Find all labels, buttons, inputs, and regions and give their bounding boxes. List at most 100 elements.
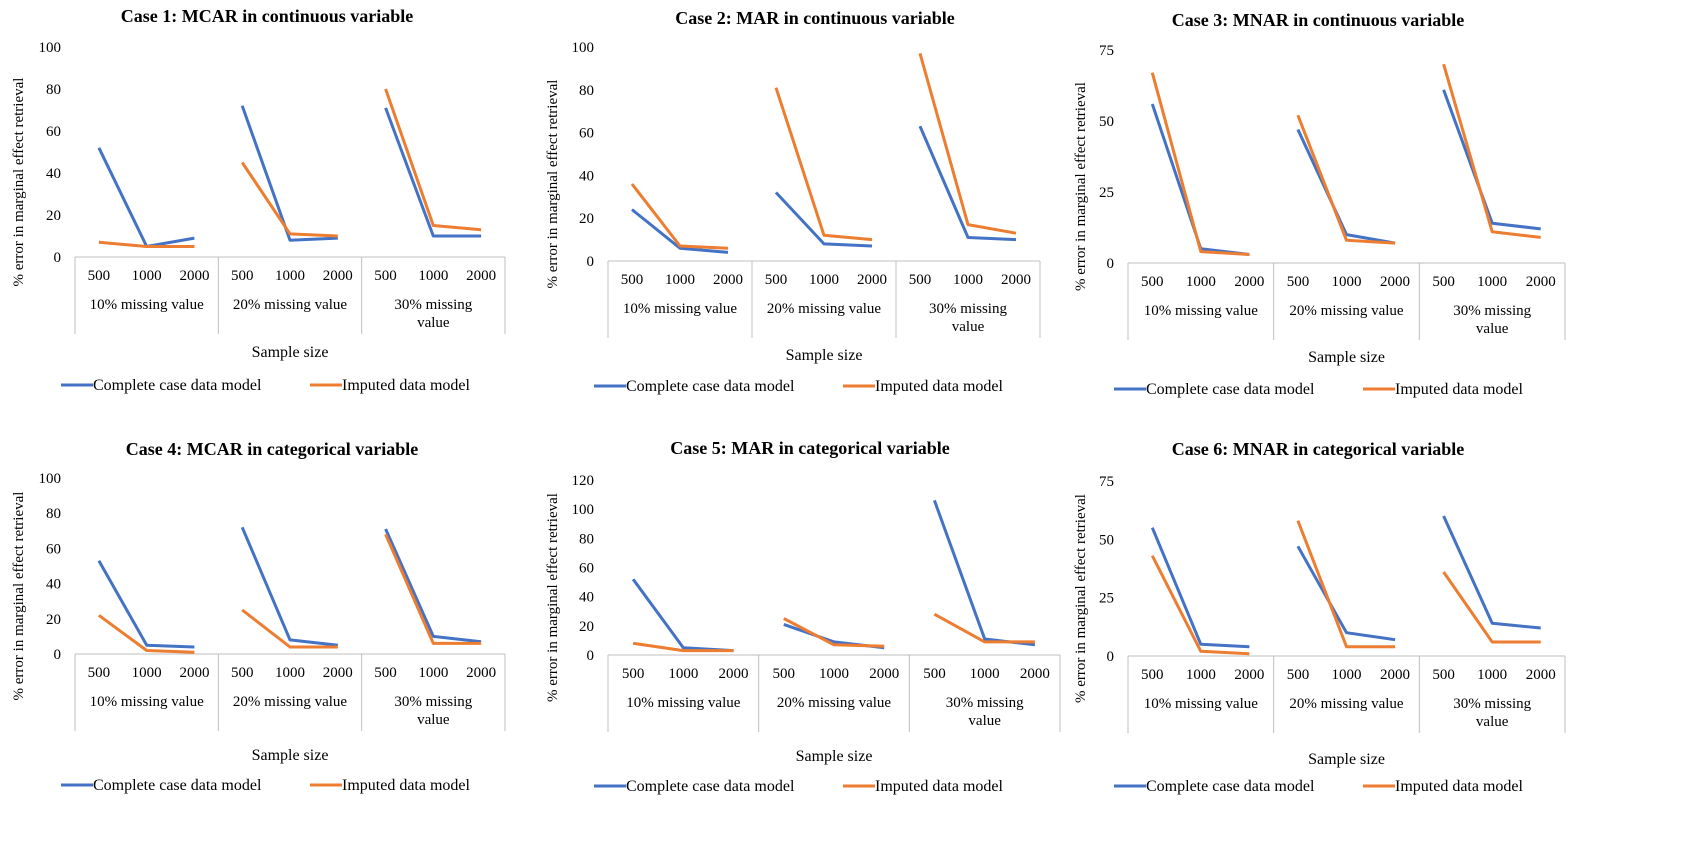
legend-label-imputed: Imputed data model bbox=[342, 777, 471, 794]
chart-title: Case 6: MNAR in categorical variable bbox=[1172, 439, 1464, 459]
x-tick-label: 1000 bbox=[809, 272, 839, 288]
group-label: 10% missing value bbox=[90, 297, 204, 313]
legend-label-complete: Complete case data model bbox=[93, 377, 262, 394]
x-tick-label: 1000 bbox=[418, 268, 448, 284]
y-tick-label: 50 bbox=[1099, 114, 1114, 130]
y-tick-label: 60 bbox=[579, 561, 594, 577]
series-line-imputed bbox=[384, 88, 482, 232]
group-label: 10% missing value bbox=[1144, 303, 1258, 319]
chart-panel-5: Case 5: MAR in categorical variable % err… bbox=[545, 438, 1061, 795]
y-tick-label: 75 bbox=[1099, 474, 1114, 490]
group-label: 20% missing value bbox=[777, 695, 891, 711]
x-axis-title: Sample size bbox=[1308, 751, 1385, 768]
group-label: value bbox=[968, 713, 1001, 729]
legend-label-complete: Complete case data model bbox=[1146, 381, 1315, 398]
x-tick-label: 2000 bbox=[1526, 667, 1556, 683]
y-tick-label: 25 bbox=[1099, 591, 1114, 607]
y-tick-label: 40 bbox=[579, 168, 594, 184]
legend-label-complete: Complete case data model bbox=[626, 378, 795, 395]
x-tick-label: 1000 bbox=[953, 272, 983, 288]
group-label: 20% missing value bbox=[233, 297, 347, 313]
series-line-complete bbox=[240, 105, 338, 242]
x-tick-label: 500 bbox=[88, 665, 111, 681]
x-axis-title: Sample size bbox=[796, 748, 873, 765]
legend-label-imputed: Imputed data model bbox=[342, 377, 471, 394]
chart-panel-2: Case 2: MAR in continuous variable % erro… bbox=[545, 8, 1041, 395]
x-tick-label: 1000 bbox=[1186, 667, 1216, 683]
group-label: 20% missing value bbox=[1289, 303, 1403, 319]
x-tick-label: 2000 bbox=[713, 272, 743, 288]
x-tick-label: 2000 bbox=[869, 666, 899, 682]
y-tick-label: 50 bbox=[1099, 532, 1114, 548]
y-tick-label: 100 bbox=[39, 471, 62, 487]
series-line-imputed bbox=[384, 533, 482, 645]
y-tick-label: 120 bbox=[572, 473, 595, 489]
y-tick-label: 100 bbox=[572, 40, 595, 56]
chart-panel-6: Case 6: MNAR in categorical variable % er… bbox=[1073, 439, 1566, 795]
group-label: value bbox=[1476, 714, 1509, 730]
x-tick-label: 1000 bbox=[132, 665, 162, 681]
x-tick-label: 500 bbox=[1432, 667, 1455, 683]
x-tick-label: 500 bbox=[374, 665, 397, 681]
legend-label-imputed: Imputed data model bbox=[875, 778, 1004, 795]
x-tick-label: 2000 bbox=[323, 665, 353, 681]
x-tick-label: 2000 bbox=[719, 666, 749, 682]
y-tick-label: 20 bbox=[579, 211, 594, 227]
x-tick-label: 500 bbox=[923, 666, 946, 682]
x-tick-label: 2000 bbox=[1020, 666, 1050, 682]
series-line-complete bbox=[1296, 128, 1396, 245]
y-axis-label: % error in marginal effect retrieval bbox=[1073, 494, 1089, 703]
x-tick-label: 1000 bbox=[418, 665, 448, 681]
x-tick-label: 500 bbox=[1141, 274, 1164, 290]
y-tick-label: 40 bbox=[46, 577, 61, 593]
x-axis-title: Sample size bbox=[1308, 349, 1385, 366]
y-tick-label: 0 bbox=[587, 254, 595, 270]
group-label: 10% missing value bbox=[626, 695, 740, 711]
chart-panel-3: Case 3: MNAR in continuous variable % err… bbox=[1073, 10, 1566, 398]
x-tick-label: 2000 bbox=[1234, 274, 1264, 290]
x-axis-title: Sample size bbox=[786, 347, 863, 364]
chart-title: Case 2: MAR in continuous variable bbox=[675, 8, 955, 28]
series-line-complete bbox=[240, 526, 338, 647]
group-label: 20% missing value bbox=[233, 694, 347, 710]
y-tick-label: 25 bbox=[1099, 185, 1114, 201]
x-tick-label: 2000 bbox=[1526, 274, 1556, 290]
x-tick-label: 500 bbox=[909, 272, 932, 288]
chart-panel-1: Case 1: MCAR in continuous variable % err… bbox=[11, 6, 506, 394]
x-tick-label: 500 bbox=[622, 666, 645, 682]
x-tick-label: 2000 bbox=[179, 268, 209, 284]
y-tick-label: 20 bbox=[46, 612, 61, 628]
y-tick-label: 75 bbox=[1099, 43, 1114, 59]
series-line-complete bbox=[1442, 515, 1541, 630]
y-axis-label: % error in marginal effect retrieval bbox=[11, 78, 27, 287]
y-tick-label: 20 bbox=[579, 619, 594, 635]
x-tick-label: 1000 bbox=[1477, 274, 1507, 290]
y-tick-label: 60 bbox=[579, 126, 594, 142]
x-tick-label: 500 bbox=[1287, 274, 1310, 290]
x-axis-title: Sample size bbox=[252, 344, 329, 361]
group-label: 30% missing bbox=[1453, 303, 1531, 319]
series-line-imputed bbox=[918, 52, 1017, 235]
x-tick-label: 1000 bbox=[132, 268, 162, 284]
y-axis-label: % error in marginal effect retrieval bbox=[545, 493, 561, 702]
y-tick-label: 80 bbox=[579, 83, 594, 99]
legend-label-complete: Complete case data model bbox=[93, 777, 262, 794]
x-tick-label: 500 bbox=[374, 268, 397, 284]
series-line-imputed bbox=[1150, 72, 1250, 256]
y-tick-label: 0 bbox=[1107, 649, 1115, 665]
group-label: 30% missing bbox=[394, 694, 472, 710]
y-axis-label: % error in marginal effect retrieval bbox=[545, 80, 561, 289]
x-tick-label: 2000 bbox=[466, 268, 496, 284]
group-label: 20% missing value bbox=[1289, 696, 1403, 712]
x-tick-label: 2000 bbox=[857, 272, 887, 288]
x-tick-label: 500 bbox=[231, 665, 254, 681]
x-tick-label: 500 bbox=[1432, 274, 1455, 290]
x-tick-label: 1000 bbox=[275, 268, 305, 284]
x-tick-label: 2000 bbox=[323, 268, 353, 284]
x-tick-label: 500 bbox=[1141, 667, 1164, 683]
x-tick-label: 500 bbox=[231, 268, 254, 284]
series-line-imputed bbox=[240, 161, 338, 238]
series-line-imputed bbox=[241, 608, 338, 649]
series-line-complete bbox=[631, 578, 734, 653]
series-line-imputed bbox=[1296, 114, 1396, 245]
